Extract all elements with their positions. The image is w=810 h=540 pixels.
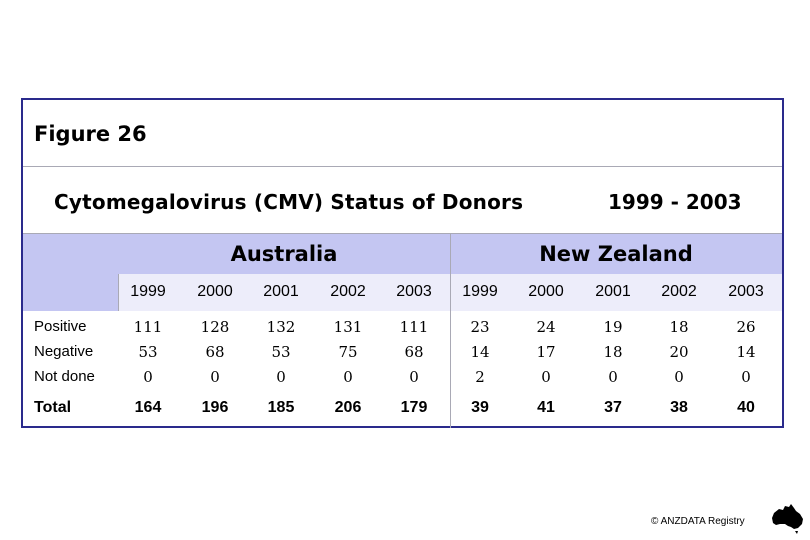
table-cell: 19 <box>603 318 623 336</box>
divider <box>23 233 782 234</box>
total-cell: 41 <box>537 399 555 416</box>
country-header-new-zealand: New Zealand <box>539 242 693 266</box>
total-cell: 164 <box>134 399 162 416</box>
year-header: 2000 <box>528 283 564 300</box>
total-cell: 206 <box>334 399 362 416</box>
table-cell: 53 <box>138 343 158 361</box>
table-cell: 0 <box>210 368 220 386</box>
total-cell: 38 <box>670 399 688 416</box>
table-cell: 20 <box>669 343 689 361</box>
year-header: 2000 <box>197 283 233 300</box>
row-label-positive: Positive <box>34 318 87 335</box>
total-cell: 37 <box>604 399 622 416</box>
table-title: Cytomegalovirus (CMV) Status of Donors <box>54 190 524 214</box>
table-cell: 2 <box>475 368 485 386</box>
table-cell: 24 <box>536 318 556 336</box>
year-header: 2001 <box>595 283 631 300</box>
table-cell: 68 <box>205 343 225 361</box>
table-cell: 0 <box>343 368 353 386</box>
table-cell: 0 <box>674 368 684 386</box>
table-cell: 17 <box>536 343 556 361</box>
year-header: 2001 <box>263 283 299 300</box>
table-cell: 18 <box>669 318 689 336</box>
year-range: 1999 - 2003 <box>608 190 742 214</box>
figure-label: Figure 26 <box>34 122 147 146</box>
table-cell: 23 <box>470 318 490 336</box>
row-label-total: Total <box>34 399 72 416</box>
figure-frame: Figure 26 Cytomegalovirus (CMV) Status o… <box>21 98 784 428</box>
column-divider <box>118 274 119 311</box>
table-cell: 132 <box>266 318 296 336</box>
year-header: 1999 <box>130 283 166 300</box>
total-cell: 196 <box>201 399 229 416</box>
table-cell: 26 <box>736 318 756 336</box>
table-cell: 68 <box>404 343 424 361</box>
total-cell: 179 <box>400 399 428 416</box>
year-header: 2003 <box>396 283 432 300</box>
table-cell: 14 <box>470 343 490 361</box>
table-cell: 0 <box>608 368 618 386</box>
year-header: 2003 <box>728 283 764 300</box>
total-cell: 40 <box>737 399 755 416</box>
copyright-credit: © ANZDATA Registry <box>651 516 745 527</box>
total-cell: 185 <box>267 399 295 416</box>
table-cell: 0 <box>276 368 286 386</box>
year-header: 1999 <box>462 283 498 300</box>
table-cell: 111 <box>133 318 163 336</box>
year-header: 2002 <box>330 283 366 300</box>
table-cell: 0 <box>409 368 419 386</box>
total-cell: 39 <box>471 399 489 416</box>
table-cell: 0 <box>741 368 751 386</box>
column-divider <box>450 234 451 428</box>
country-header-australia: Australia <box>230 242 338 266</box>
table-cell: 75 <box>338 343 358 361</box>
table-cell: 0 <box>143 368 153 386</box>
table-cell: 111 <box>399 318 429 336</box>
table-cell: 128 <box>200 318 230 336</box>
year-header: 2002 <box>661 283 697 300</box>
table-cell: 18 <box>603 343 623 361</box>
australia-map-icon <box>772 504 803 534</box>
row-label-not-done: Not done <box>34 368 95 385</box>
divider <box>23 166 782 167</box>
table-cell: 131 <box>333 318 363 336</box>
table-cell: 53 <box>271 343 291 361</box>
table-cell: 0 <box>541 368 551 386</box>
row-label-negative: Negative <box>34 343 94 360</box>
table-cell: 14 <box>736 343 756 361</box>
